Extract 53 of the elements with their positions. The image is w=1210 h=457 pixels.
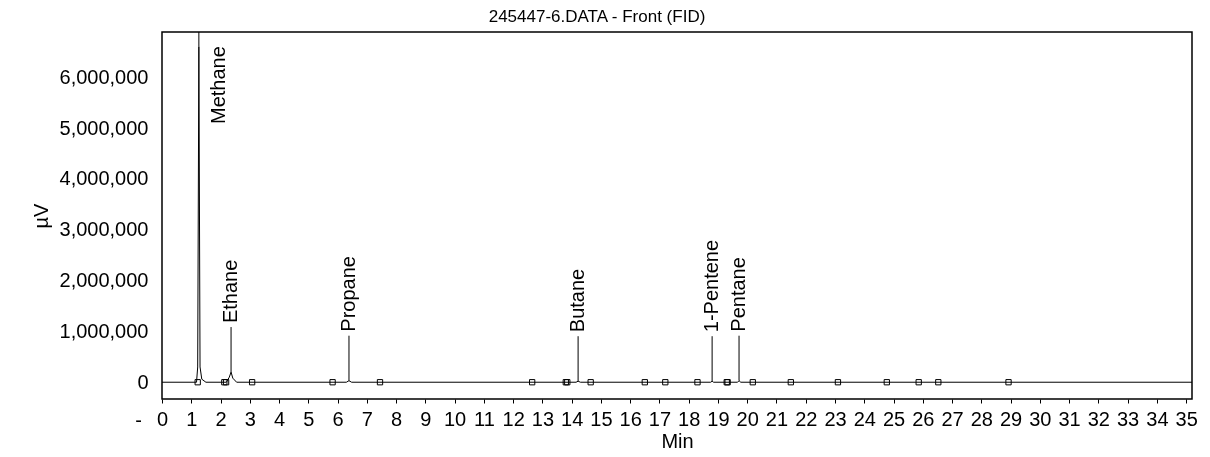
x-tick-label: 22 bbox=[795, 407, 818, 430]
x-tick-label: 3 bbox=[244, 407, 256, 430]
x-tick-label: 32 bbox=[1087, 407, 1110, 430]
y-tick-label: 1,000,000 bbox=[59, 319, 149, 342]
x-axis-title: Min bbox=[661, 429, 694, 452]
x-tick-label: 13 bbox=[531, 407, 555, 430]
x-tick-label: 25 bbox=[882, 407, 906, 430]
annotation: 1-Pentene bbox=[700, 239, 723, 333]
x-tick-label: 29 bbox=[999, 407, 1023, 430]
y-tick-label: 4,000,000 bbox=[59, 167, 149, 190]
x-tick-label: 26 bbox=[912, 407, 935, 430]
x-tick-label: 16 bbox=[619, 407, 642, 430]
x-tick-label: 15 bbox=[590, 407, 613, 430]
annotation: Methane bbox=[206, 46, 229, 124]
x-tick-label: 4 bbox=[273, 407, 286, 430]
x-tick-label: 12 bbox=[502, 407, 525, 430]
x-tick-label: 35 bbox=[1175, 407, 1198, 430]
x-tick-label: 7 bbox=[361, 407, 373, 430]
x-tick-label: 20 bbox=[736, 407, 759, 430]
x-tick-label: 11 bbox=[473, 407, 495, 430]
text: - bbox=[135, 409, 142, 431]
x-tick-label: 27 bbox=[941, 407, 964, 430]
x-tick-label: 34 bbox=[1146, 407, 1169, 430]
y-tick-label: 0 bbox=[137, 370, 149, 393]
x-tick-label: 33 bbox=[1117, 407, 1140, 430]
x-tick-label: 2 bbox=[215, 407, 227, 430]
x-tick-label: 23 bbox=[824, 407, 847, 430]
annotation: Ethane bbox=[219, 259, 242, 324]
x-tick-label: 21 bbox=[765, 407, 789, 430]
x-tick-label: 1 bbox=[186, 407, 198, 430]
x-tick-label: 17 bbox=[648, 407, 672, 430]
y-tick-label: 6,000,000 bbox=[59, 65, 149, 88]
chart-title: 245447-6.DATA - Front (FID) bbox=[488, 7, 706, 26]
annotation: Propane bbox=[336, 256, 359, 332]
y-axis-title: µV bbox=[29, 202, 52, 229]
x-tick-label: 0 bbox=[156, 407, 169, 430]
x-tick-label: 19 bbox=[707, 407, 730, 430]
x-tick-label: 8 bbox=[391, 407, 403, 430]
x-tick-label: 31 bbox=[1058, 407, 1081, 430]
x-tick-label: 10 bbox=[443, 407, 467, 430]
x-tick-label: 28 bbox=[970, 407, 993, 430]
x-tick-label: 30 bbox=[1029, 407, 1052, 430]
x-tick-label: 9 bbox=[420, 407, 432, 430]
x-tick-label: 6 bbox=[332, 407, 344, 430]
annotation: Butane bbox=[566, 268, 589, 333]
x-tick-label: 14 bbox=[561, 407, 584, 430]
y-tick-label: 5,000,000 bbox=[59, 116, 149, 139]
x-tick-label: 24 bbox=[853, 407, 876, 430]
y-tick-label: 2,000,000 bbox=[59, 269, 149, 292]
annotation: Pentane bbox=[727, 257, 750, 332]
y-tick-label: 3,000,000 bbox=[59, 218, 149, 241]
x-tick-label: 5 bbox=[303, 407, 315, 430]
x-tick-label: 18 bbox=[678, 407, 701, 430]
